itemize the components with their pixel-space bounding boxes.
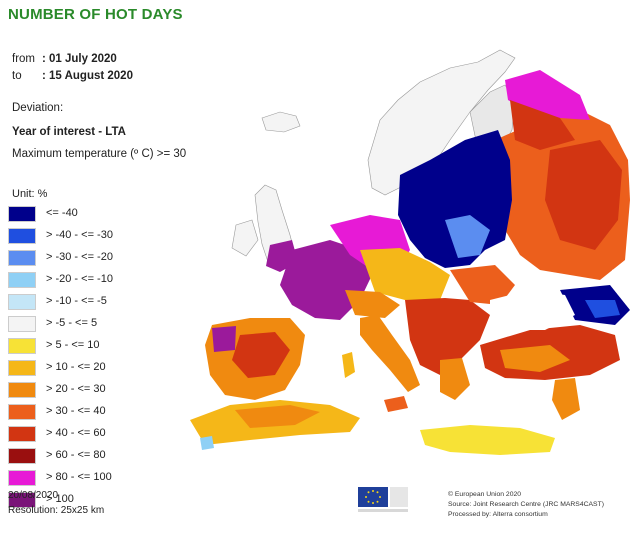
legend-label: <= -40: [46, 207, 78, 219]
eu-flag-logo: [358, 487, 408, 512]
northeast-red-region: [510, 100, 575, 150]
to-label: to: [12, 70, 22, 82]
italy-region: [360, 315, 420, 392]
east-europe-red-region: [545, 140, 622, 250]
credits: © European Union 2020 Source: Joint Rese…: [448, 490, 604, 520]
legend-label: > -5 - <= 5: [46, 317, 98, 329]
legend-label: > -40 - <= -30: [46, 229, 113, 241]
levant-region: [552, 378, 580, 420]
legend-swatch: [8, 360, 36, 376]
greece-region: [440, 358, 470, 400]
map-resolution: Resolution: 25x25 km: [8, 505, 105, 516]
legend-label: > 5 - <= 10: [46, 339, 100, 351]
legend-swatch: [8, 272, 36, 288]
romania-region: [450, 265, 515, 305]
legend-label: > 100: [46, 493, 74, 505]
period-from: from : 01 July 2020: [12, 53, 117, 65]
credit-source: Source: Joint Research Centre (JRC MARS4…: [448, 501, 604, 508]
caspian-sea: [612, 265, 630, 300]
legend-label: > 10 - <= 20: [46, 361, 106, 373]
sicily-region: [384, 396, 408, 412]
north-africa-east-region: [420, 425, 555, 455]
balkans-region: [405, 298, 490, 375]
legend-swatch: [8, 448, 36, 464]
to-value: : 15 August 2020: [42, 70, 133, 82]
map-date: 20/08/2020: [8, 490, 59, 501]
legend-label: > 60 - <= 80: [46, 449, 106, 461]
turkey-orange-region: [500, 345, 570, 372]
credit-copyright: © European Union 2020: [448, 491, 522, 498]
sardinia-region: [342, 352, 355, 378]
legend-label: > -10 - <= -5: [46, 295, 107, 307]
legend-swatch: [8, 382, 36, 398]
alps-region: [345, 290, 400, 318]
caucasus-blue-region: [585, 300, 620, 318]
legend-unit: Unit: %: [12, 188, 48, 200]
legend-swatch: [8, 470, 36, 486]
legend-swatch: [8, 294, 36, 310]
legend-label: > 30 - <= 40: [46, 405, 106, 417]
ireland-region: [231, 219, 259, 257]
iceland-region: [261, 111, 301, 133]
north-africa-west-orange: [235, 405, 320, 428]
iberia-red-region: [232, 332, 290, 378]
legend-swatch: [8, 426, 36, 442]
legend-swatch: [8, 404, 36, 420]
from-value: : 01 July 2020: [42, 53, 117, 65]
central-lightblue-region: [445, 215, 490, 258]
legend-label: > -30 - <= -20: [46, 251, 113, 263]
legend-swatch: [8, 228, 36, 244]
black-sea: [490, 290, 575, 330]
scandinavia-region: [367, 49, 516, 196]
period-to: to : 15 August 2020: [12, 70, 133, 82]
legend-label: > 40 - <= 60: [46, 427, 106, 439]
from-label: from: [12, 53, 35, 65]
legend-label: > 20 - <= 30: [46, 383, 106, 395]
legend-swatch: [8, 250, 36, 266]
legend-label: > -20 - <= -10: [46, 273, 113, 285]
year-of-interest: Year of interest - LTA: [12, 126, 126, 138]
legend-swatch: [8, 206, 36, 222]
max-temp-threshold: Maximum temperature (º C) >= 30: [12, 148, 187, 160]
north-africa-lightblue: [200, 436, 214, 450]
legend-swatch: [8, 316, 36, 332]
legend-swatch: [8, 492, 36, 508]
central-orange-region: [360, 248, 450, 300]
legend-swatch: [8, 338, 36, 354]
credit-processed: Processed by: Alterra consortium: [448, 511, 548, 518]
deviation-label: Deviation:: [12, 102, 64, 114]
legend-label: > 80 - <= 100: [46, 471, 112, 483]
map-title: NUMBER OF HOT DAYS: [8, 6, 183, 23]
iberia-purple-region: [212, 326, 236, 352]
